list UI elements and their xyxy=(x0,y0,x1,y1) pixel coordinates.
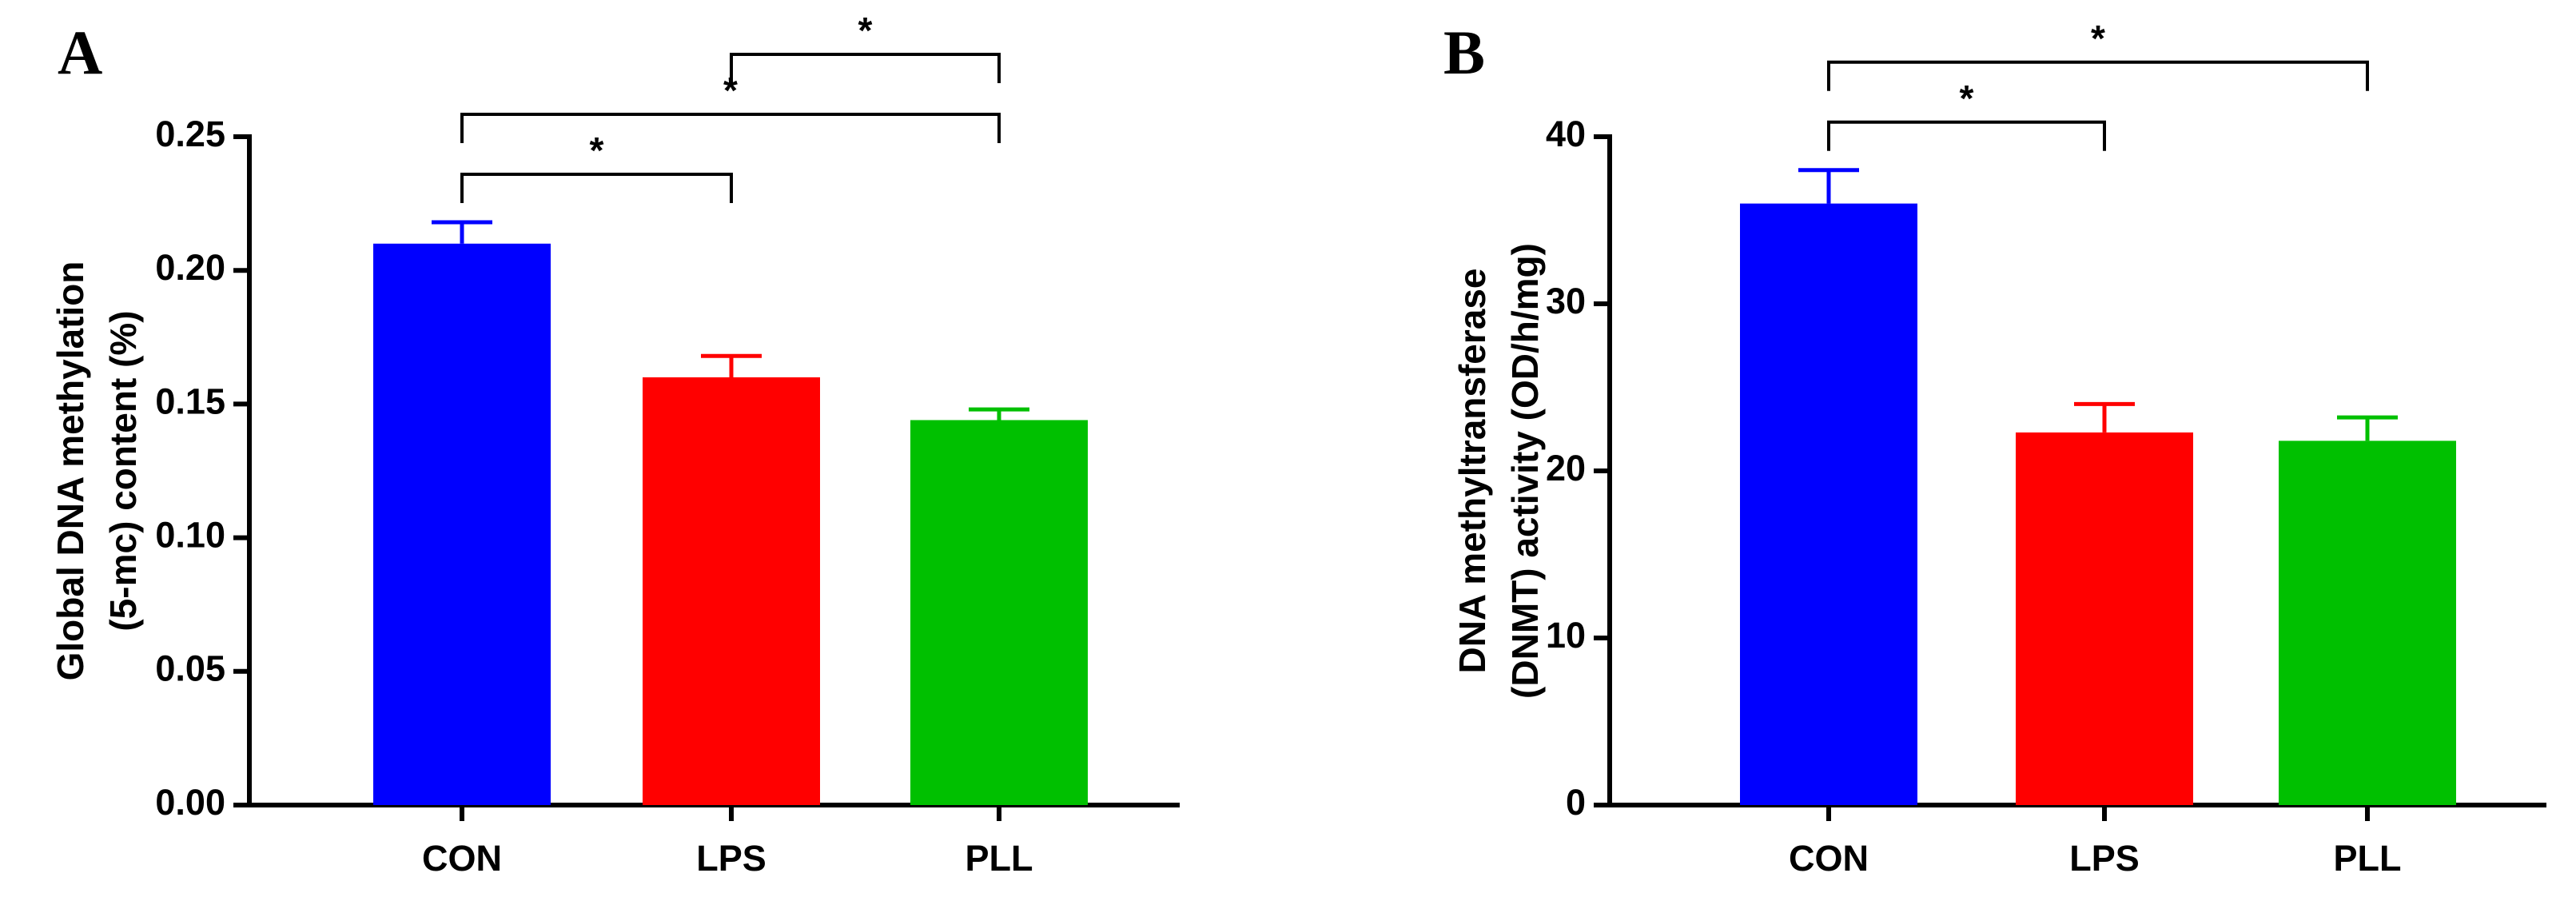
y-tick-label: 0.10 xyxy=(155,514,225,555)
bar xyxy=(2279,441,2456,805)
significance-bracket xyxy=(460,173,733,204)
significance-label: * xyxy=(590,130,604,171)
significance-bracket xyxy=(460,113,1001,144)
error-bar xyxy=(1798,168,1859,204)
error-bar xyxy=(2337,415,2398,441)
y-tick-label: 30 xyxy=(1546,281,1586,321)
y-axis-label: (DNMT) activity (OD/h/mg) xyxy=(1504,243,1546,699)
y-tick-label: 40 xyxy=(1546,114,1586,154)
y-tick-label: 0.00 xyxy=(155,782,225,823)
y-tick-label: 0.25 xyxy=(155,114,225,154)
y-tick-label: 0.20 xyxy=(155,247,225,288)
bar xyxy=(1740,203,1917,806)
error-bar xyxy=(969,407,1029,421)
significance-label: * xyxy=(858,10,873,51)
y-tick-label: 20 xyxy=(1546,448,1586,488)
x-tick-label: CON xyxy=(422,838,502,879)
x-tick-label: CON xyxy=(1789,838,1869,879)
bar xyxy=(643,377,820,806)
significance-bracket xyxy=(1827,60,2369,91)
y-axis-label: (5-mc) content (%) xyxy=(102,310,144,631)
panel-label: A xyxy=(58,18,102,87)
x-tick-label: PLL xyxy=(966,838,1033,879)
error-bar xyxy=(432,220,492,244)
bar xyxy=(910,420,1088,805)
x-tick-label: LPS xyxy=(2069,838,2140,879)
significance-label: * xyxy=(1960,78,1974,119)
y-tick-label: 0.15 xyxy=(155,381,225,421)
significance-label: * xyxy=(723,70,738,111)
y-tick-label: 10 xyxy=(1546,615,1586,656)
y-axis-label: DNA methyltransferase xyxy=(1451,268,1493,673)
bar xyxy=(2016,432,2193,805)
y-tick-label: 0 xyxy=(1566,782,1586,823)
y-tick-label: 0.05 xyxy=(155,648,225,689)
x-tick-label: LPS xyxy=(696,838,766,879)
significance-bracket xyxy=(730,53,1001,84)
error-bar xyxy=(2074,401,2135,433)
bar xyxy=(373,243,551,805)
significance-label: * xyxy=(2091,18,2105,59)
y-axis-label: Global DNA methylation xyxy=(50,261,91,681)
significance-bracket xyxy=(1827,120,2106,151)
error-bar xyxy=(701,353,762,377)
panel-label: B xyxy=(1443,18,1485,87)
x-tick-label: PLL xyxy=(2334,838,2402,879)
